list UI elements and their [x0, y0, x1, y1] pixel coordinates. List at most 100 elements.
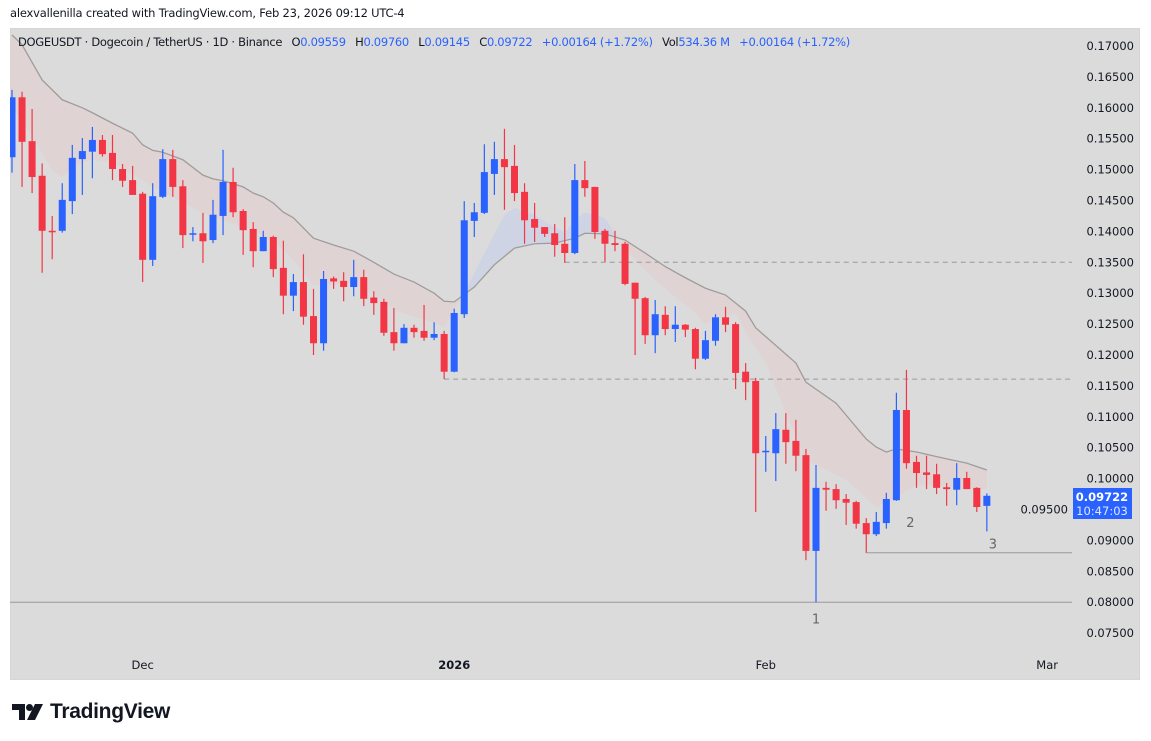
candle — [350, 259, 358, 297]
cloud-segment — [406, 278, 408, 315]
cloud-segment — [122, 127, 124, 170]
cloud-segment — [186, 162, 188, 206]
candle-body — [350, 277, 358, 288]
cloud-segment — [806, 382, 808, 462]
price-axis[interactable]: 0.17000 0.16500 0.16000 0.15500 0.15000 0.145… — [1020, 39, 1134, 640]
cloud-segment — [558, 229, 560, 243]
candle — [279, 240, 287, 315]
time-axis[interactable]: Dec 2026 Feb Mar — [132, 658, 1059, 672]
cloud-segment — [456, 299, 458, 308]
cloud-segment — [940, 457, 942, 487]
cloud-segment — [792, 359, 794, 433]
cloud-segment — [260, 195, 262, 236]
cloud-segment — [176, 157, 178, 201]
candle — [119, 164, 127, 187]
candle-body — [872, 521, 880, 535]
cloud-segment — [600, 216, 602, 234]
candle — [561, 217, 569, 263]
candle — [68, 144, 76, 215]
cloud-segment — [68, 102, 70, 172]
cloud-segment — [106, 119, 108, 162]
cloud-segment — [732, 300, 734, 315]
cloud-segment — [42, 79, 44, 157]
cloud-segment — [566, 228, 568, 241]
cloud-segment — [84, 108, 86, 163]
cloud-segment — [674, 271, 676, 298]
cloud-segment — [660, 263, 662, 286]
candle-body — [179, 186, 187, 236]
candle-body — [119, 168, 127, 181]
cloud-segment — [368, 259, 370, 292]
candle-body — [38, 175, 46, 231]
cloud-segment — [748, 315, 750, 340]
cloud-segment — [696, 283, 698, 316]
cloud-segment — [326, 242, 328, 286]
cloud-segment — [270, 200, 272, 243]
price-tick-label: 0.10500 — [1086, 441, 1134, 455]
candle-body — [490, 159, 498, 174]
cloud-segment — [376, 263, 378, 297]
cloud-segment — [306, 230, 308, 279]
cloud-segment — [426, 288, 428, 321]
candle — [440, 330, 448, 380]
candle-body — [109, 152, 116, 169]
cloud-segment — [786, 354, 788, 419]
cloud-segment — [36, 69, 38, 147]
cloud-segment — [882, 449, 884, 505]
cloud-segment — [386, 269, 388, 305]
cloud-segment — [86, 109, 88, 162]
cloud-segment — [706, 288, 708, 324]
cloud-segment — [670, 269, 672, 295]
cloud-segment — [440, 297, 442, 327]
candle-body — [933, 474, 941, 488]
candle — [752, 377, 760, 512]
candle — [872, 511, 880, 537]
cloud-segment — [974, 465, 976, 489]
candle — [18, 91, 26, 187]
cloud-segment — [680, 274, 682, 303]
candle — [289, 274, 297, 312]
volume-change-value: +0.00164 (+1.72%) — [739, 35, 850, 49]
cloud-segment — [780, 349, 782, 404]
tradingview-logo[interactable]: TradingView — [12, 700, 170, 724]
candle-body — [832, 489, 840, 501]
symbol-legend[interactable]: DOGEUSDT · Dogecoin / TetherUS · 1D · Bi… — [18, 35, 850, 49]
cloud-segment — [950, 459, 952, 487]
candle — [470, 202, 478, 237]
cloud-segment — [392, 272, 394, 310]
cloud-segment — [78, 106, 80, 165]
candle — [983, 493, 991, 532]
cloud-segment — [810, 385, 812, 464]
candle-body — [249, 228, 257, 252]
cloud-segment — [264, 197, 266, 239]
cloud-segment — [64, 100, 66, 176]
candle — [963, 471, 971, 490]
cloud-segment — [26, 51, 28, 131]
tradingview-logo-icon — [12, 704, 43, 720]
chart-panel[interactable] — [10, 28, 1140, 680]
cloud-segment — [638, 248, 640, 265]
last-price-value: 0.09722 — [1076, 490, 1128, 504]
wave-label: 1 — [812, 613, 820, 628]
cloud-segment — [838, 405, 840, 477]
cloud-segment — [548, 223, 550, 244]
candle-body — [531, 219, 539, 228]
cloud-segment — [848, 417, 850, 484]
cloud-segment — [400, 276, 402, 313]
cloud-segment — [856, 426, 858, 491]
cloud-segment — [70, 102, 72, 170]
cloud-segment — [284, 212, 286, 253]
cloud-segment — [758, 329, 760, 355]
candle — [330, 276, 338, 289]
cloud-segment — [448, 301, 450, 321]
cloud-segment — [868, 440, 870, 502]
cloud-segment — [538, 216, 540, 244]
candle-body — [430, 333, 438, 338]
cloud-segment — [772, 342, 774, 384]
annotations: 1 2 3 — [812, 516, 997, 627]
candle — [923, 455, 931, 490]
cloud-segment — [286, 213, 288, 255]
candle-body — [299, 282, 307, 317]
cloud-segment — [150, 148, 152, 187]
